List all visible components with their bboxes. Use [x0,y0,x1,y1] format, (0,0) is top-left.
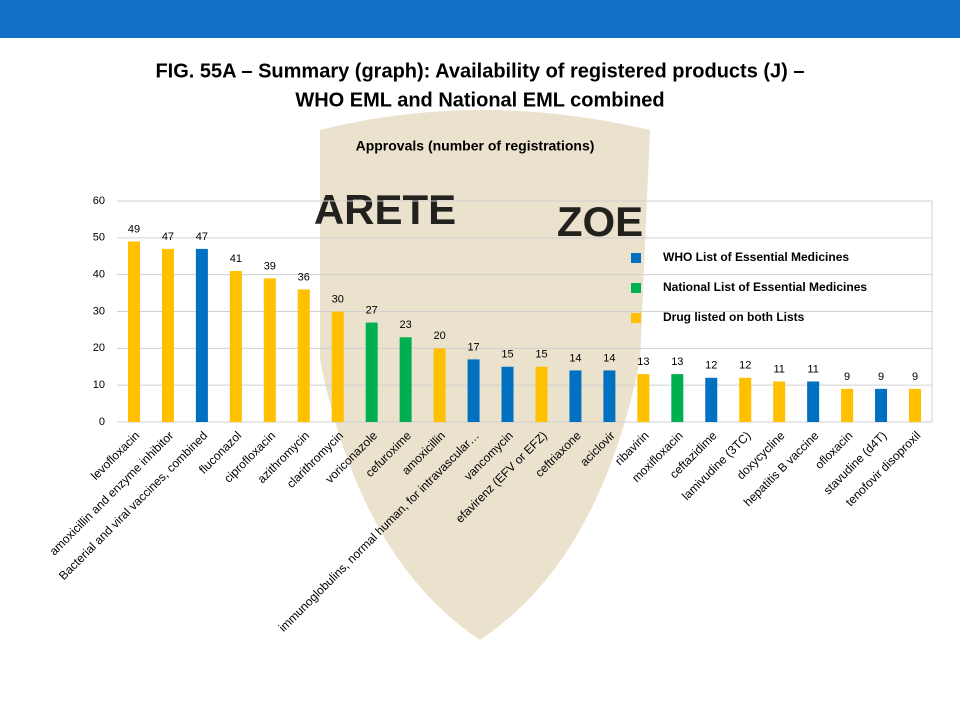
value-label: 9 [844,371,850,383]
bar [127,241,140,422]
chart-title: FIG. 55A – Summary (graph): Availability… [155,60,804,82]
legend-swatch [631,253,641,263]
legend-label: WHO List of Essential Medicines [663,250,849,264]
value-label: 9 [912,371,918,383]
value-label: 9 [878,371,884,383]
y-tick-label: 30 [93,305,105,317]
bar [909,388,922,422]
value-label: 20 [433,330,445,342]
bar [365,322,378,422]
legend-swatch [631,283,641,293]
bar [433,348,446,422]
bar [603,370,616,422]
bar [535,366,548,422]
chart-title: WHO EML and National EML combined [295,89,664,111]
value-label: 14 [569,352,581,364]
bar [569,370,582,422]
bar [841,388,854,422]
value-label: 14 [603,352,615,364]
bar [671,374,684,422]
value-label: 15 [501,349,513,361]
bar [637,374,650,422]
value-label: 17 [467,341,479,353]
value-label: 23 [400,319,412,331]
y-tick-label: 40 [93,269,105,281]
header-band [0,0,960,38]
legend-label: National List of Essential Medicines [663,280,867,294]
watermark-text: ARETE [314,186,456,233]
legend-label: Drug listed on both Lists [663,310,805,324]
watermark-text: ZOE [557,198,643,245]
bar [331,311,344,422]
y-tick-label: 20 [93,342,105,354]
bar [399,337,412,422]
y-tick-label: 50 [93,232,105,244]
bar [229,270,242,422]
value-label: 13 [637,356,649,368]
value-label: 11 [807,363,818,375]
bar [195,248,208,422]
value-label: 12 [739,360,751,372]
value-label: 36 [298,271,310,283]
value-label: 13 [671,356,683,368]
y-tick-label: 60 [93,195,105,207]
value-label: 27 [366,304,378,316]
value-label: 11 [773,363,784,375]
y-tick-label: 10 [93,379,105,391]
x-tick-label: Bacterial and viral vaccines, combined [56,428,210,582]
bar [467,359,480,422]
bar [739,377,752,422]
value-label: 41 [230,253,242,265]
value-label: 30 [332,293,344,305]
bar [807,381,820,422]
value-label: 47 [162,231,174,243]
bar [297,289,310,422]
bar [263,278,276,422]
x-tick-label: amoxicillin and enzyme inhibitor [47,428,177,558]
legend-swatch [631,313,641,323]
value-label: 12 [705,360,717,372]
value-label: 39 [264,260,276,272]
bar [773,381,786,422]
chart-subtitle: Approvals (number of registrations) [356,138,595,154]
bar [875,388,888,422]
watermark-logo [320,110,650,640]
y-tick-label: 0 [99,416,105,428]
value-label: 49 [128,223,140,235]
bar [161,248,174,422]
bar [501,366,514,422]
bar [705,377,718,422]
value-label: 47 [196,231,208,243]
value-label: 15 [535,349,547,361]
